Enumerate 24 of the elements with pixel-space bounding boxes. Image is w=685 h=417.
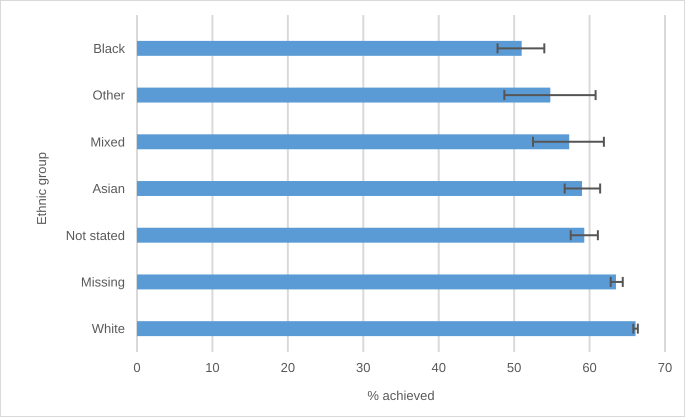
y-tick-label: Mixed	[90, 134, 125, 150]
x-tick-label: 50	[506, 360, 522, 375]
y-tick-label: Black	[93, 40, 126, 56]
y-tick-label: Other	[92, 88, 126, 103]
y-axis-title: Ethnic group	[34, 152, 49, 225]
x-axis-title: % achieved	[367, 388, 435, 403]
y-tick-label: Missing	[80, 274, 125, 290]
x-tick-label: 60	[582, 360, 597, 375]
x-tick-label: 40	[431, 360, 446, 375]
y-tick-label: Asian	[92, 181, 125, 196]
bar	[137, 181, 582, 196]
y-tick-label: White	[92, 321, 125, 336]
x-tick-label: 70	[658, 360, 672, 375]
bar	[137, 228, 584, 243]
x-tick-label: 10	[205, 360, 220, 375]
bar	[137, 40, 522, 56]
bar	[137, 88, 550, 103]
bar	[137, 134, 570, 150]
y-tick-label: Not stated	[66, 228, 125, 243]
x-tick-label: 0	[133, 360, 141, 375]
bar	[137, 274, 616, 290]
x-tick-label: 30	[356, 360, 371, 375]
bar	[137, 321, 636, 336]
x-tick-label: 20	[280, 360, 296, 375]
